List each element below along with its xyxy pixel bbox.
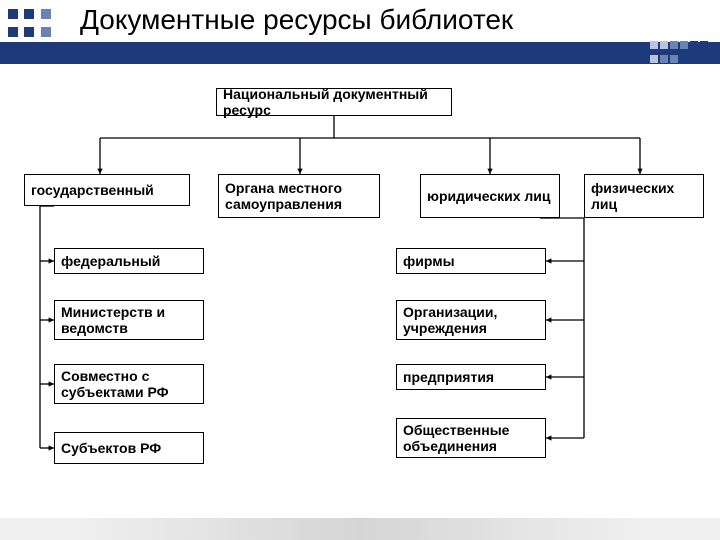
deco-sq bbox=[8, 9, 18, 19]
node-loc: Органа местного самоуправления bbox=[218, 174, 380, 218]
node-subj: Субъектов РФ bbox=[54, 432, 204, 464]
node-org: Организации, учреждения bbox=[396, 300, 546, 340]
footer-gradient bbox=[0, 518, 720, 540]
node-obsh: Общественные объединения bbox=[396, 418, 546, 458]
header-bar bbox=[0, 42, 720, 64]
node-min: Министерств и ведомств bbox=[54, 300, 204, 340]
deco-sq bbox=[41, 27, 51, 37]
node-phys: физических лиц bbox=[584, 174, 704, 218]
node-root: Национальный документный ресурс bbox=[216, 88, 452, 116]
node-gov: государственный bbox=[24, 174, 190, 206]
node-fed: федеральный bbox=[54, 248, 204, 274]
node-jur: юридических лиц bbox=[420, 174, 560, 218]
node-pred: предприятия bbox=[396, 364, 546, 390]
slide-title: Документные ресурсы библиотек bbox=[80, 4, 513, 36]
deco-sq bbox=[8, 27, 18, 37]
deco-sq bbox=[24, 9, 34, 19]
deco-sq bbox=[24, 27, 34, 37]
deco-sq bbox=[41, 9, 51, 19]
node-firm: фирмы bbox=[396, 248, 546, 274]
node-sovm: Совместно с субъектами РФ bbox=[54, 364, 204, 404]
slide-header: Документные ресурсы библиотек bbox=[0, 0, 720, 66]
